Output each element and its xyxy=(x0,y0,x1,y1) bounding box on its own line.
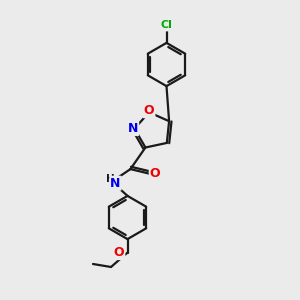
Text: N: N xyxy=(128,122,138,135)
Text: Cl: Cl xyxy=(160,20,172,31)
Text: O: O xyxy=(114,246,124,259)
Text: N: N xyxy=(110,177,121,190)
Text: O: O xyxy=(150,167,160,180)
Text: H: H xyxy=(106,174,115,184)
Text: O: O xyxy=(144,104,154,117)
